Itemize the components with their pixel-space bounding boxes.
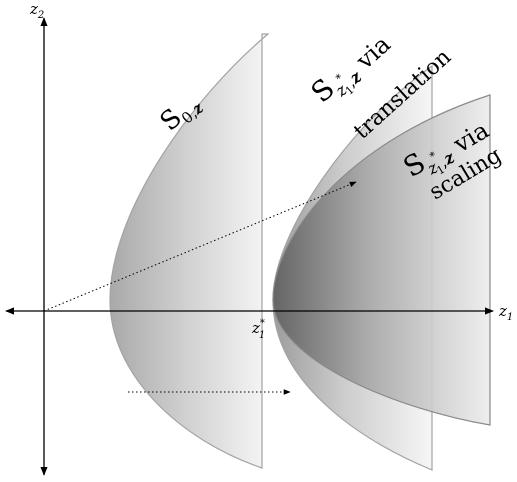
- z1-star-label: z* 1: [251, 318, 265, 341]
- z2-axis-label: z2: [29, 0, 44, 21]
- scaling-arrow: [43, 181, 357, 312]
- z1-axis-label: z1: [498, 302, 513, 323]
- set-scaling-shape: [272, 94, 491, 426]
- set-translation-label: Sz*1,z via: [305, 24, 400, 115]
